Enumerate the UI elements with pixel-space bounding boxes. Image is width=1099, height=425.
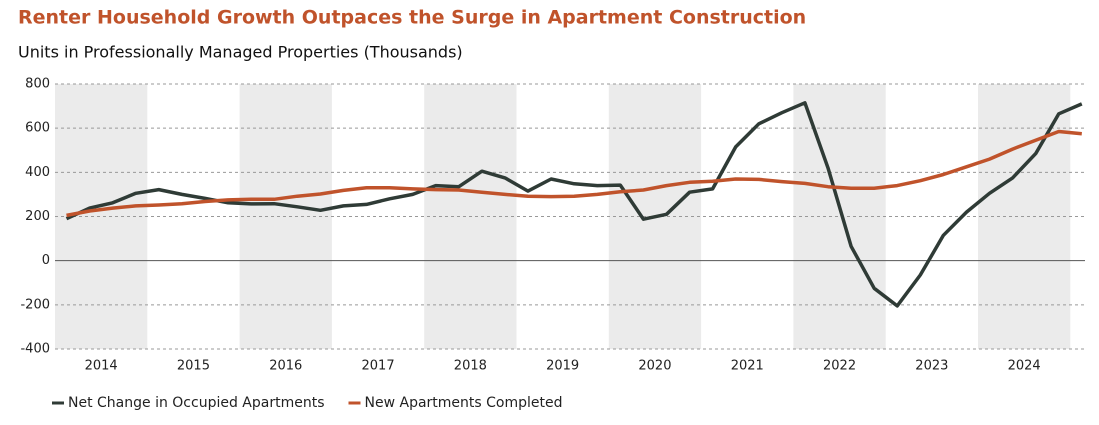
y-tick-label: -200: [20, 297, 50, 312]
legend-label: New Apartments Completed: [365, 395, 563, 411]
x-tick-label: 2014: [85, 359, 118, 374]
legend-label: Net Change in Occupied Apartments: [68, 395, 325, 411]
y-tick-label: 200: [25, 209, 50, 224]
y-tick-label: 600: [25, 121, 50, 136]
series-line: [65, 101, 1083, 308]
y-tick-label: 0: [42, 253, 50, 268]
x-tick-label: 2023: [915, 359, 948, 374]
x-tick-label: 2020: [638, 359, 671, 374]
series-line: [66, 129, 1082, 218]
x-tick-label: 2024: [1008, 359, 1041, 374]
chart-subtitle: Units in Professionally Managed Properti…: [18, 43, 463, 62]
x-tick-label: 2022: [823, 359, 856, 374]
x-tick-label: 2015: [177, 359, 210, 374]
x-tick-label: 2021: [731, 359, 764, 374]
year-band: [793, 84, 886, 349]
y-tick-label: 400: [25, 165, 50, 180]
x-tick-label: 2017: [362, 359, 395, 374]
x-tick-label: 2018: [454, 359, 487, 374]
y-tick-label: -400: [20, 342, 50, 357]
y-tick-label: 800: [25, 77, 50, 92]
x-tick-label: 2019: [546, 359, 579, 374]
x-tick-label: 2016: [269, 359, 302, 374]
chart-title: Renter Household Growth Outpaces the Sur…: [18, 7, 806, 29]
